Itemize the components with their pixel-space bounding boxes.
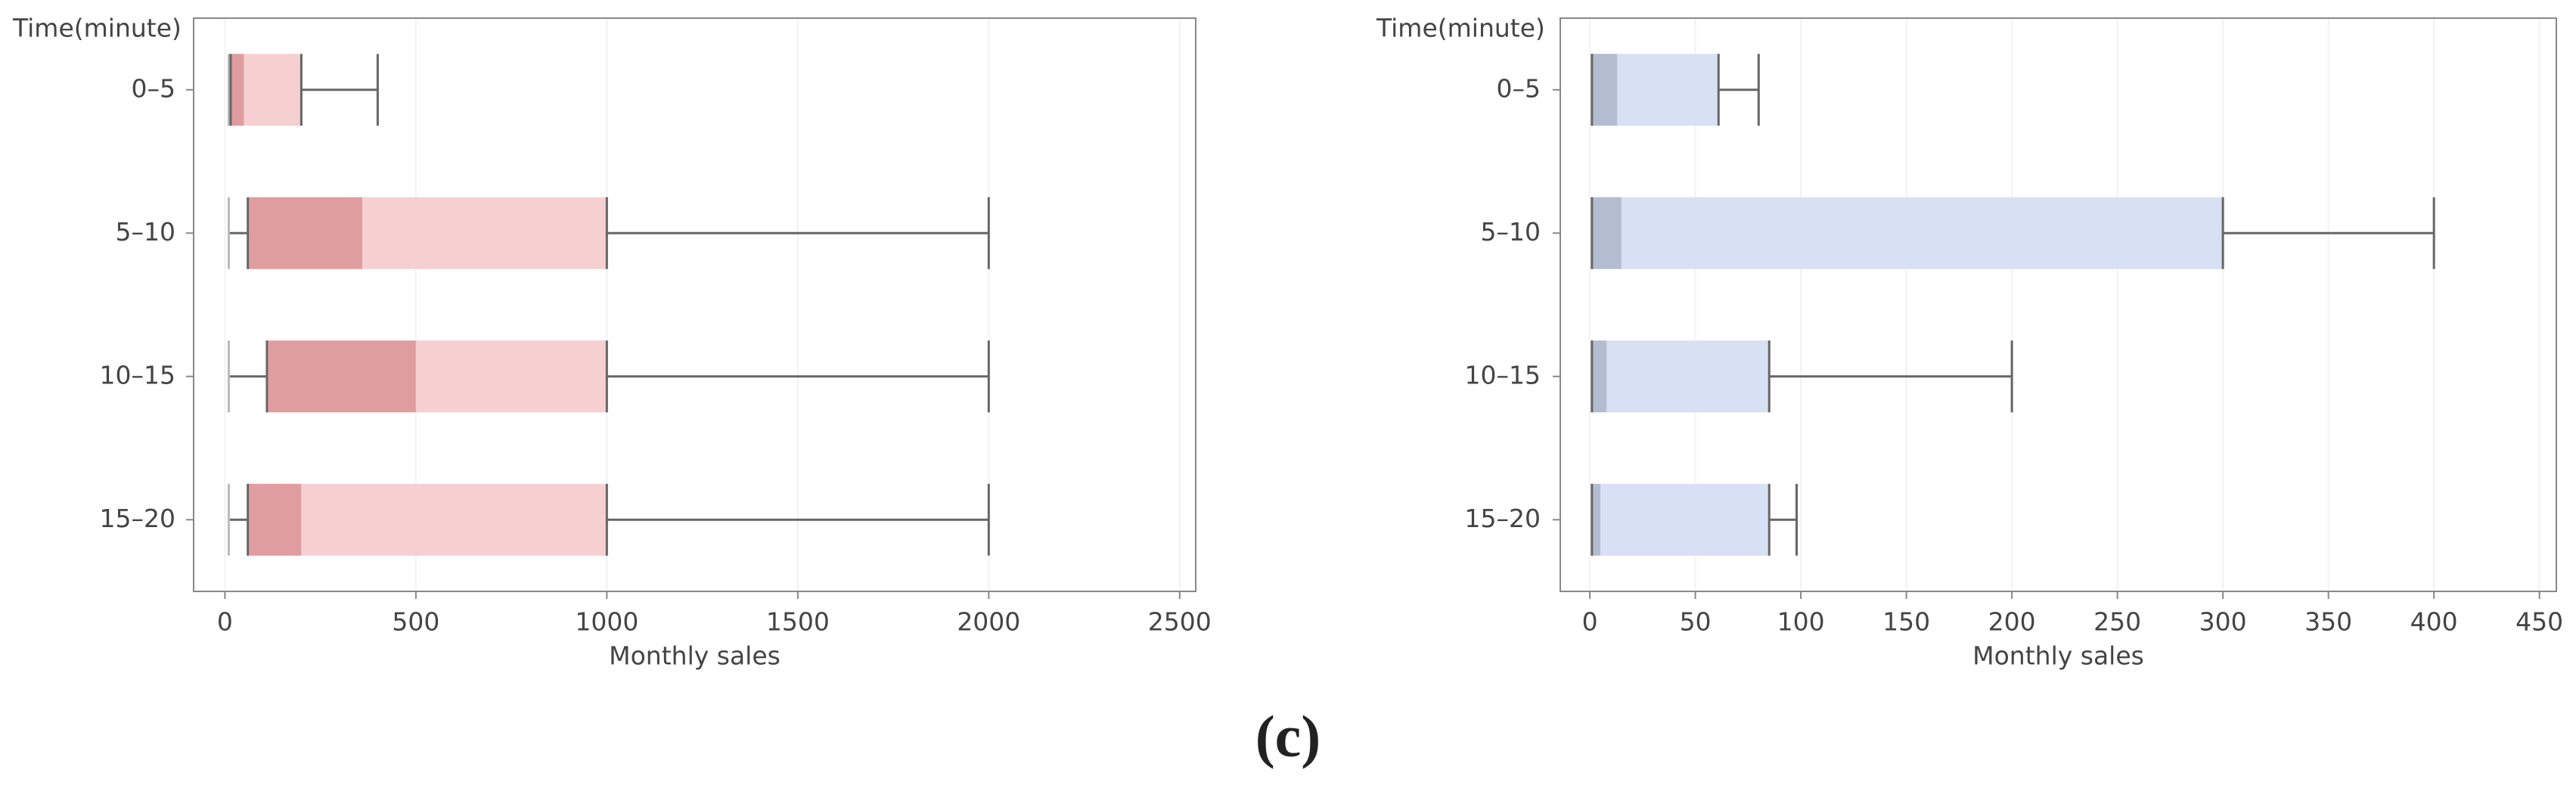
- y-tick-label: 5–10: [116, 217, 176, 247]
- box-lower: [247, 197, 363, 269]
- x-tick-label: 2000: [957, 607, 1020, 637]
- x-tick-label: 100: [1777, 607, 1825, 637]
- box-upper: [1606, 340, 1770, 413]
- x-axis-label: Monthly sales: [1972, 641, 2144, 671]
- box-upper: [362, 197, 607, 269]
- box-upper: [1600, 483, 1770, 556]
- x-tick-label: 350: [2304, 607, 2352, 637]
- y-tick-label: 10–15: [100, 360, 175, 389]
- x-tick-label: 1500: [766, 607, 830, 637]
- y-tick-label: 0–5: [132, 73, 176, 103]
- box-upper: [301, 483, 607, 556]
- x-tick-label: 300: [2199, 607, 2247, 637]
- y-axis-label: Time(minute): [1376, 14, 1545, 43]
- x-tick-label: 200: [1988, 607, 2036, 637]
- y-axis-label: Time(minute): [12, 14, 182, 43]
- y-tick-label: 15–20: [100, 504, 175, 533]
- x-tick-label: 0: [217, 607, 233, 637]
- box-lower: [247, 483, 302, 556]
- box-upper: [1617, 54, 1719, 126]
- box-lower: [1591, 197, 1622, 269]
- box-upper: [1621, 197, 2224, 269]
- x-tick-label: 150: [1882, 607, 1930, 637]
- box-lower: [230, 54, 244, 126]
- box-lower: [1591, 54, 1618, 126]
- y-tick-label: 10–15: [1465, 360, 1541, 389]
- plot-frame: [1560, 17, 2557, 592]
- x-tick-label: 1000: [575, 607, 638, 637]
- x-tick-label: 250: [2093, 607, 2141, 637]
- y-tick-label: 15–20: [1465, 504, 1541, 533]
- x-axis-label: Monthly sales: [609, 641, 781, 671]
- plot-frame: [193, 17, 1196, 592]
- x-tick-label: 450: [2515, 607, 2563, 637]
- caption: (c): [1255, 703, 1321, 769]
- box-lower: [1591, 483, 1601, 556]
- x-tick-label: 2500: [1148, 607, 1212, 637]
- x-tick-label: 400: [2410, 607, 2458, 637]
- box-upper: [244, 54, 302, 126]
- x-tick-label: 500: [392, 607, 439, 637]
- y-tick-label: 5–10: [1481, 217, 1541, 247]
- y-tick-label: 0–5: [1497, 73, 1541, 103]
- box-lower: [1591, 340, 1607, 413]
- x-tick-label: 0: [1582, 607, 1598, 637]
- x-tick-label: 50: [1680, 607, 1712, 637]
- box-lower: [266, 340, 416, 413]
- box-upper: [415, 340, 607, 413]
